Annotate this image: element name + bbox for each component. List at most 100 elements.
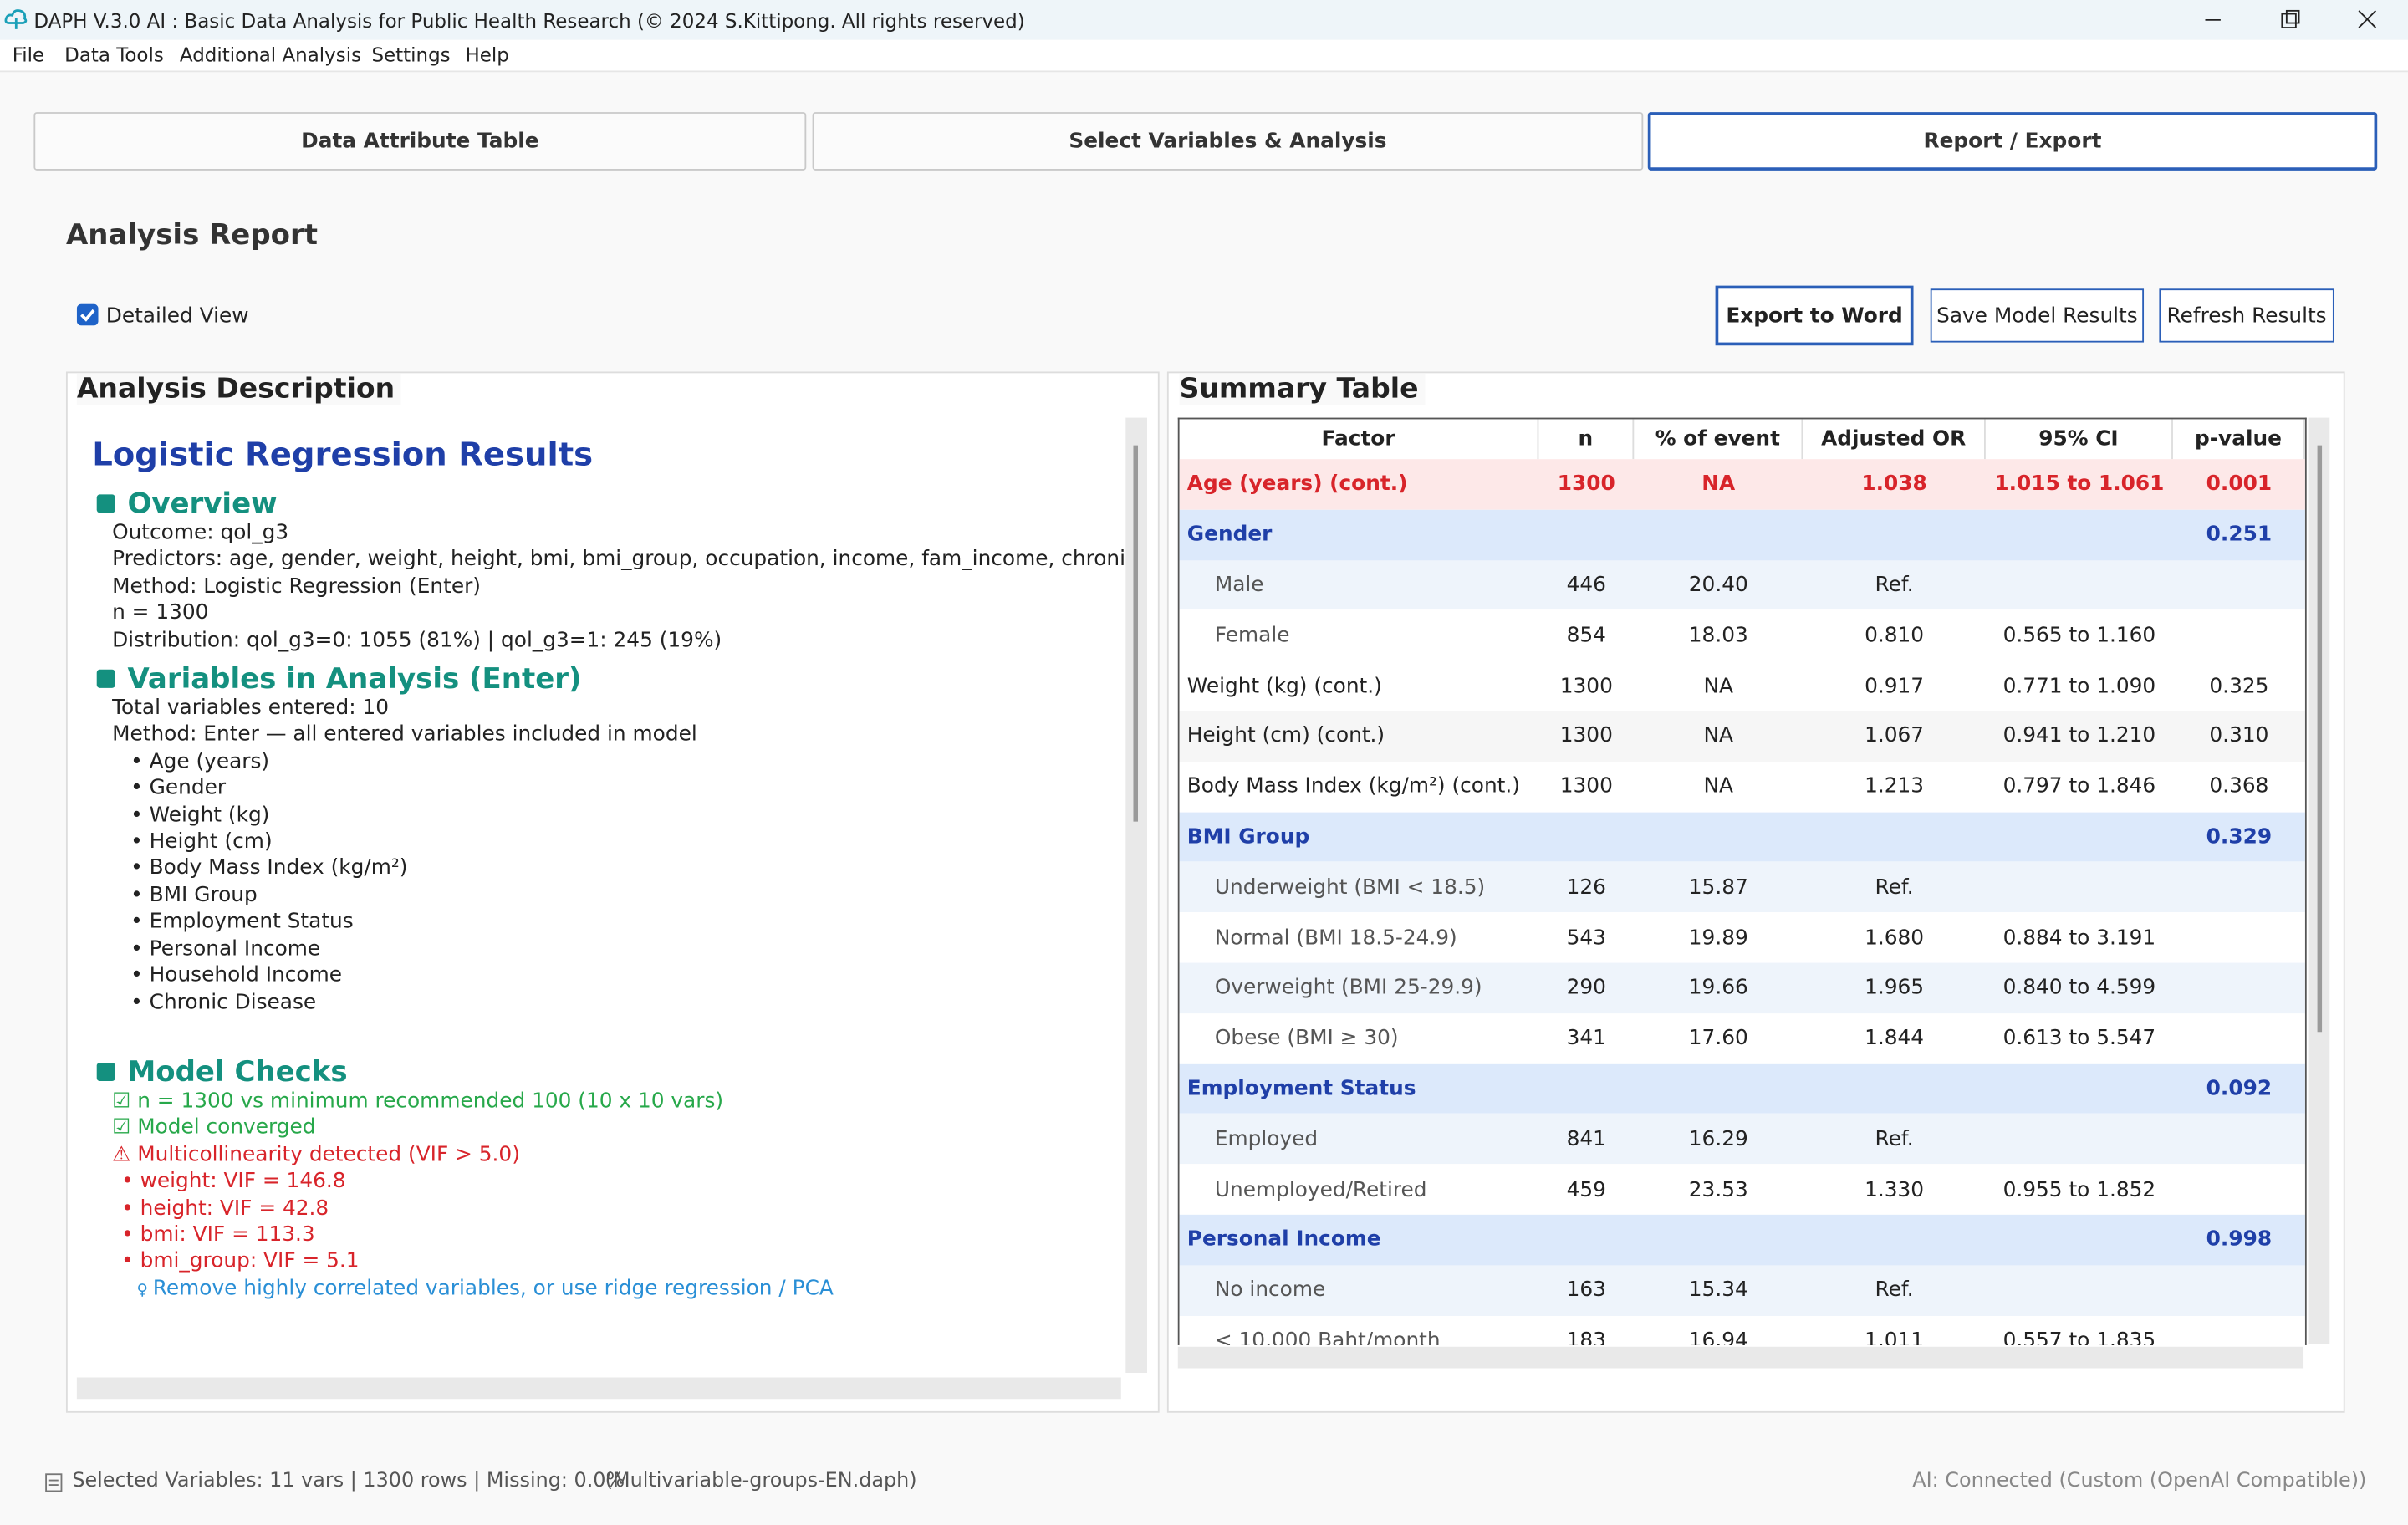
list-item: Employment Status [92, 910, 1121, 936]
text-line: Method: Logistic Regression (Enter) [92, 574, 1121, 601]
table-cell: 1.067 [1803, 711, 1986, 761]
check-item: bmi: VIF = 113.3 [92, 1222, 1121, 1249]
table-cell: Ref. [1803, 1265, 1986, 1315]
table-row: BMI Group0.329 [1180, 812, 2305, 862]
table-cell: 0.565 to 1.160 [1986, 610, 2173, 660]
check-item: Model converged [92, 1115, 1121, 1142]
table-row: < 10,000 Baht/month18316.941.0110.557 to… [1180, 1315, 2305, 1345]
table-cell: 126 [1538, 862, 1634, 912]
list-item: Height (cm) [92, 829, 1121, 856]
menu-item[interactable]: File [13, 43, 44, 66]
list-item: Household Income [92, 963, 1121, 990]
menu-item[interactable]: Help [466, 43, 509, 66]
table-cell: Height (cm) (cont.) [1180, 711, 1547, 761]
column-header: 95% CI [1986, 419, 2173, 459]
table-row: Male44620.40Ref. [1180, 560, 2305, 610]
table-cell: 1300 [1538, 762, 1634, 812]
table-cell: Ref. [1803, 1114, 1986, 1164]
table-cell: NA [1634, 762, 1803, 812]
table-cell: 1.011 [1803, 1315, 1986, 1345]
table-cell: 0.557 to 1.835 [1986, 1315, 2173, 1345]
table-cell: 16.94 [1634, 1315, 1803, 1345]
menu-item[interactable]: Additional Analysis [180, 43, 361, 66]
list-item: Gender [92, 776, 1121, 803]
table-row: Employment Status0.092 [1180, 1063, 2305, 1114]
table-cell: 19.89 [1634, 912, 1803, 962]
scrollbar[interactable] [1178, 1347, 2303, 1369]
table-cell: 0.810 [1803, 610, 1986, 660]
status-icon [44, 1472, 63, 1492]
list-item: Personal Income [92, 936, 1121, 963]
table-cell: 0.955 to 1.852 [1986, 1165, 2173, 1215]
check-item: Remove highly correlated variables, or u… [92, 1276, 1121, 1304]
tab[interactable]: Select Variables & Analysis [813, 112, 1644, 171]
check-item: n = 1300 vs minimum recommended 100 (10 … [92, 1089, 1121, 1115]
table-row: Overweight (BMI 25-29.9)29019.661.9650.8… [1180, 963, 2305, 1013]
table-cell: 0.998 [2173, 1215, 2305, 1265]
table-cell: 0.941 to 1.210 [1986, 711, 2173, 761]
text-line: Distribution: qol_g3=0: 1055 (81%) | qol… [92, 628, 1121, 655]
table-row: Employed84116.29Ref. [1180, 1114, 2305, 1164]
table-row: Normal (BMI 18.5-24.9)54319.891.6800.884… [1180, 912, 2305, 962]
table-cell: Overweight (BMI 25-29.9) [1180, 963, 1574, 1013]
section-heading: Model Checks [92, 1056, 1121, 1089]
report-heading: Analysis Report [66, 220, 318, 252]
tab[interactable]: Report / Export [1648, 112, 2377, 171]
title-bar: DAPH V.3.0 AI : Basic Data Analysis for … [0, 0, 2408, 40]
list-item: Chronic Disease [92, 990, 1121, 1017]
table-cell: Normal (BMI 18.5-24.9) [1180, 912, 1574, 962]
menu-item[interactable]: Data Tools [64, 43, 164, 66]
table-row: Body Mass Index (kg/m²) (cont.)1300NA1.2… [1180, 762, 2305, 812]
table-cell: Age (years) (cont.) [1180, 459, 1547, 509]
table-cell: No income [1180, 1265, 1574, 1315]
table-cell: 0.613 to 5.547 [1986, 1013, 2173, 1063]
table-cell: 17.60 [1634, 1013, 1803, 1063]
table-cell: 0.310 [2173, 711, 2305, 761]
window-title: DAPH V.3.0 AI : Basic Data Analysis for … [33, 9, 1024, 33]
table-cell: 1300 [1538, 459, 1634, 509]
scroll-thumb[interactable] [1133, 446, 1138, 822]
checkbox-label[interactable]: Detailed View [106, 304, 249, 329]
button[interactable]: Export to Word [1716, 286, 1914, 346]
report-title: Logistic Regression Results [92, 436, 1121, 473]
table-row: Gender0.251 [1180, 509, 2305, 559]
checkbox[interactable] [77, 304, 99, 326]
table-cell: Male [1180, 560, 1574, 610]
button[interactable]: Save Model Results [1931, 288, 2144, 342]
table-cell: 0.325 [2173, 660, 2305, 711]
table-cell: Obese (BMI ≥ 30) [1180, 1013, 1574, 1063]
table-cell: 459 [1538, 1165, 1634, 1215]
table-row: Height (cm) (cont.)1300NA1.0670.941 to 1… [1180, 711, 2305, 761]
text-line: Outcome: qol_g3 [92, 521, 1121, 548]
column-header: % of event [1634, 419, 1803, 459]
button[interactable]: Refresh Results [2159, 288, 2334, 342]
status-file: (Multivariable-groups-EN.daph) [605, 1470, 917, 1493]
table-cell: NA [1634, 711, 1803, 761]
table-row: Age (years) (cont.)1300NA1.0381.015 to 1… [1180, 459, 2305, 509]
table-cell: 15.87 [1634, 862, 1803, 912]
status-ai: AI: Connected (Custom (OpenAI Compatible… [1912, 1470, 2366, 1493]
list-item: Body Mass Index (kg/m²) [92, 856, 1121, 883]
table-cell: Weight (kg) (cont.) [1180, 660, 1547, 711]
table-cell: 0.917 [1803, 660, 1986, 711]
menu-item[interactable]: Settings [371, 43, 450, 66]
column-header: Factor [1180, 419, 1539, 459]
tab[interactable]: Data Attribute Table [33, 112, 806, 171]
table-cell: 854 [1538, 610, 1634, 660]
table-cell: 23.53 [1634, 1165, 1803, 1215]
table-cell: 15.34 [1634, 1265, 1803, 1315]
table-cell: Underweight (BMI < 18.5) [1180, 862, 1574, 912]
table-cell: Employment Status [1180, 1063, 1547, 1114]
table-cell: 163 [1538, 1265, 1634, 1315]
column-header: p-value [2173, 419, 2305, 459]
table-row: Obese (BMI ≥ 30)34117.601.8440.613 to 5.… [1180, 1013, 2305, 1063]
description-content: Logistic Regression Results OverviewOutco… [92, 436, 1121, 1304]
table-cell: Personal Income [1180, 1215, 1547, 1265]
panel-title: Summary Table [1180, 373, 1425, 405]
table-cell: Ref. [1803, 560, 1986, 610]
section-heading: Overview [92, 488, 1121, 521]
scrollbar[interactable] [77, 1378, 1121, 1400]
window-controls[interactable] [2196, 6, 2395, 33]
scroll-thumb[interactable] [2318, 446, 2323, 1033]
